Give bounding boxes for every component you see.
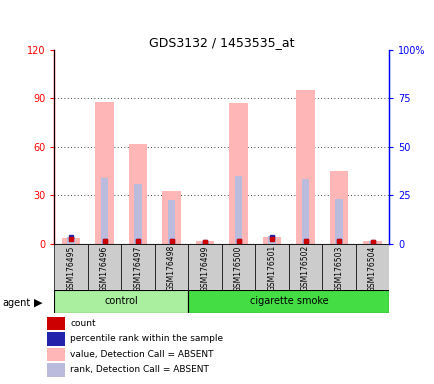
Bar <box>101 177 108 244</box>
Bar <box>188 290 388 313</box>
Text: GSM176502: GSM176502 <box>300 245 309 291</box>
Text: count: count <box>70 319 96 328</box>
Bar <box>47 317 64 330</box>
Text: GSM176500: GSM176500 <box>233 245 243 291</box>
Bar <box>335 199 342 244</box>
Bar <box>47 332 64 346</box>
Text: GSM176503: GSM176503 <box>334 245 343 291</box>
Bar <box>322 244 355 290</box>
Bar <box>201 242 208 244</box>
Bar <box>195 241 214 244</box>
Text: GSM176504: GSM176504 <box>367 245 376 291</box>
Text: agent: agent <box>2 298 30 308</box>
Bar <box>355 244 388 290</box>
Bar <box>128 144 147 244</box>
Bar <box>234 176 242 244</box>
Text: GSM176499: GSM176499 <box>200 245 209 291</box>
Bar <box>362 241 381 244</box>
Text: cigarette smoke: cigarette smoke <box>249 296 327 306</box>
Bar <box>368 241 375 244</box>
Text: value, Detection Call = ABSENT: value, Detection Call = ABSENT <box>70 350 213 359</box>
Bar <box>268 236 275 244</box>
Text: GSM176497: GSM176497 <box>133 245 142 291</box>
Title: GDS3132 / 1453535_at: GDS3132 / 1453535_at <box>149 36 294 49</box>
Bar <box>296 90 314 244</box>
Text: percentile rank within the sample: percentile rank within the sample <box>70 334 223 343</box>
Bar <box>54 290 188 313</box>
Text: GSM176496: GSM176496 <box>100 245 109 291</box>
Bar <box>88 244 121 290</box>
Bar <box>168 200 175 244</box>
Text: GSM176495: GSM176495 <box>66 245 76 291</box>
Text: ▶: ▶ <box>34 298 43 308</box>
Bar <box>301 179 309 244</box>
Bar <box>255 244 288 290</box>
Bar <box>47 348 64 361</box>
Bar <box>54 244 88 290</box>
Text: control: control <box>104 296 138 306</box>
Bar <box>288 244 322 290</box>
Bar <box>95 102 114 244</box>
Bar <box>62 238 80 244</box>
Text: GSM176501: GSM176501 <box>267 245 276 291</box>
Bar <box>47 363 64 377</box>
Text: rank, Detection Call = ABSENT: rank, Detection Call = ABSENT <box>70 366 209 374</box>
Bar <box>162 190 181 244</box>
Bar <box>155 244 188 290</box>
Bar <box>221 244 255 290</box>
Bar <box>188 244 221 290</box>
Text: GSM176498: GSM176498 <box>167 245 176 291</box>
Bar <box>134 184 141 244</box>
Bar <box>262 237 281 244</box>
Bar <box>229 103 247 244</box>
Bar <box>329 171 348 244</box>
Bar <box>121 244 155 290</box>
Bar <box>67 237 75 244</box>
